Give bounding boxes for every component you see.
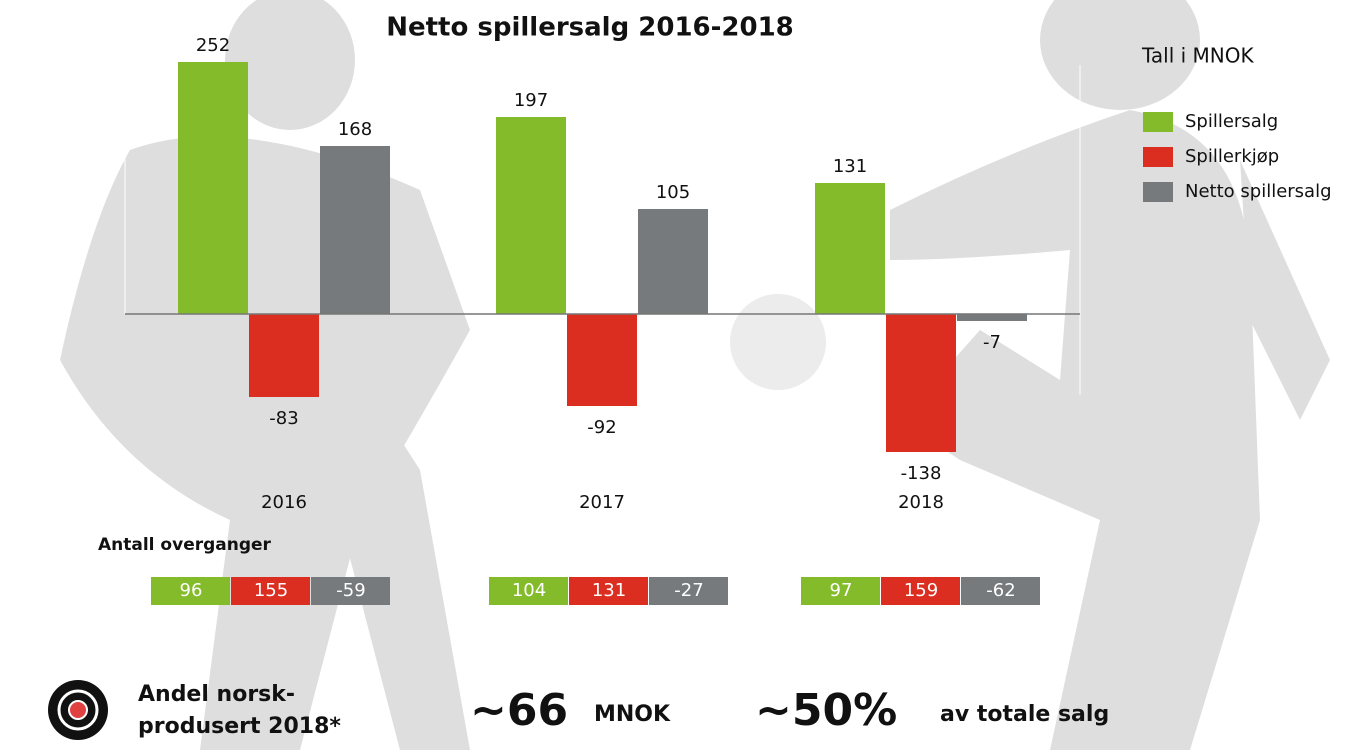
transfer-value: -62 — [986, 580, 1015, 601]
transfers-title: Antall overganger — [98, 535, 272, 555]
value-label: 105 — [656, 182, 690, 203]
transfer-value: 131 — [592, 580, 626, 601]
icon — [69, 701, 87, 719]
legend-label: Spillersalg — [1185, 111, 1278, 132]
bar — [567, 314, 637, 406]
value-label: 197 — [514, 90, 548, 111]
transfer-value: 96 — [180, 580, 203, 601]
chart: Netto spillersalg 2016-2018 Tall i MNOK … — [0, 0, 1360, 750]
bar — [496, 117, 566, 314]
bar — [320, 146, 390, 314]
legend-label: Netto spillersalg — [1185, 181, 1332, 202]
value-label: 168 — [338, 119, 372, 140]
bar — [178, 62, 248, 314]
value-label: -7 — [983, 332, 1001, 353]
value-label: -138 — [901, 463, 942, 484]
bar — [957, 314, 1027, 321]
bar — [815, 183, 885, 314]
footer-amount-unit: MNOK — [594, 702, 671, 727]
bar — [886, 314, 956, 452]
transfer-value: 155 — [254, 580, 288, 601]
value-label: -83 — [269, 408, 298, 429]
footer-label: Andel norsk- — [138, 682, 295, 707]
transfer-value: 97 — [830, 580, 853, 601]
value-label: 252 — [196, 35, 230, 56]
value-label: -92 — [587, 417, 616, 438]
value-label: 131 — [833, 156, 867, 177]
footer-amount: ~66 — [470, 685, 568, 736]
legend-swatch — [1143, 112, 1173, 132]
transfer-value: -27 — [674, 580, 703, 601]
footer-share-text: av totale salg — [940, 702, 1109, 727]
x-tick-label: 2017 — [579, 492, 625, 513]
transfer-value: 159 — [904, 580, 938, 601]
footer-label: produsert 2018* — [138, 714, 341, 739]
footer-share: ~50% — [755, 685, 897, 736]
bar — [638, 209, 708, 314]
bar — [249, 314, 319, 397]
unit-note: Tall i MNOK — [1141, 44, 1255, 68]
chart-title: Netto spillersalg 2016-2018 — [386, 13, 794, 43]
x-tick-label: 2018 — [898, 492, 944, 513]
legend-label: Spillerkjøp — [1185, 146, 1279, 167]
transfer-value: 104 — [512, 580, 546, 601]
legend-swatch — [1143, 182, 1173, 202]
x-tick-label: 2016 — [261, 492, 307, 513]
transfer-value: -59 — [336, 580, 365, 601]
legend-swatch — [1143, 147, 1173, 167]
